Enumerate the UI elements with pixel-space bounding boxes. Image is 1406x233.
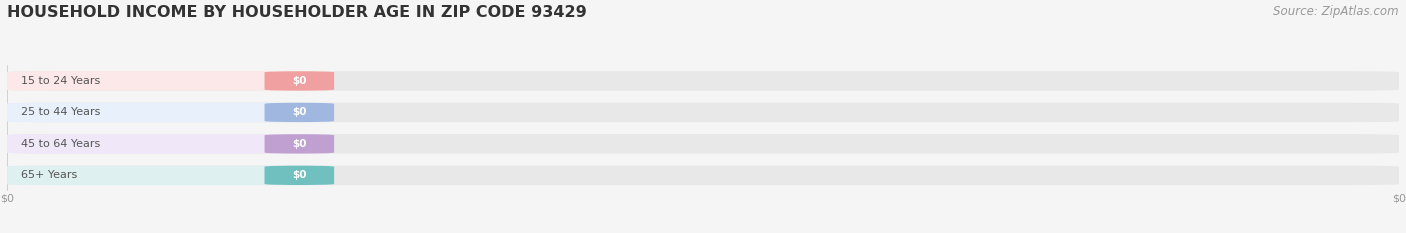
FancyBboxPatch shape	[7, 103, 335, 122]
Text: $0: $0	[292, 170, 307, 180]
Text: $0: $0	[292, 139, 307, 149]
FancyBboxPatch shape	[264, 134, 335, 154]
FancyBboxPatch shape	[7, 103, 1399, 122]
FancyBboxPatch shape	[7, 71, 335, 91]
FancyBboxPatch shape	[264, 166, 335, 185]
FancyBboxPatch shape	[7, 134, 335, 154]
FancyBboxPatch shape	[264, 71, 335, 91]
Text: Source: ZipAtlas.com: Source: ZipAtlas.com	[1274, 5, 1399, 18]
Text: 45 to 64 Years: 45 to 64 Years	[21, 139, 100, 149]
Text: 15 to 24 Years: 15 to 24 Years	[21, 76, 100, 86]
Text: $0: $0	[292, 107, 307, 117]
Text: 25 to 44 Years: 25 to 44 Years	[21, 107, 100, 117]
FancyBboxPatch shape	[7, 166, 1399, 185]
Text: HOUSEHOLD INCOME BY HOUSEHOLDER AGE IN ZIP CODE 93429: HOUSEHOLD INCOME BY HOUSEHOLDER AGE IN Z…	[7, 5, 586, 20]
FancyBboxPatch shape	[264, 103, 335, 122]
Text: $0: $0	[292, 76, 307, 86]
Text: 65+ Years: 65+ Years	[21, 170, 77, 180]
FancyBboxPatch shape	[7, 166, 335, 185]
FancyBboxPatch shape	[7, 134, 1399, 154]
FancyBboxPatch shape	[7, 71, 1399, 91]
